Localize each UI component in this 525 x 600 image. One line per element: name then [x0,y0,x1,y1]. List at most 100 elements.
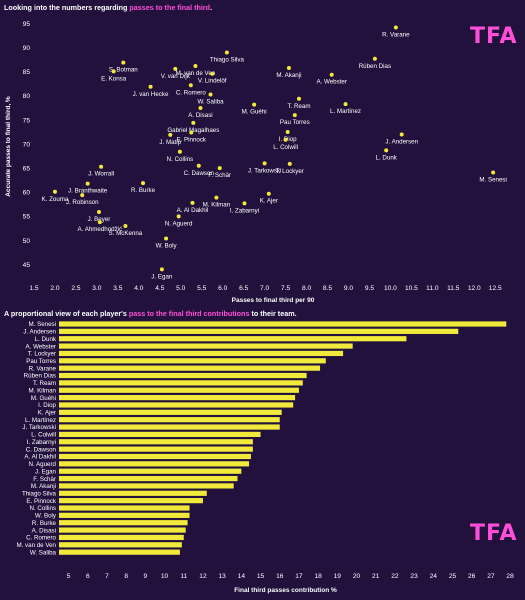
scatter-point [283,137,288,142]
bar-category-label: L. Martínez [25,417,56,424]
scatter-point [266,191,271,196]
bar [59,468,242,474]
point-label: A. Disasi [188,112,212,119]
x-tick-label: 8 [124,573,128,580]
bar-title-prefix: A proportional view of each player's [4,309,129,318]
scatter-point [193,64,198,69]
scatter-point [177,149,182,154]
bar [59,446,253,452]
point-label: Thiago Silva [210,57,245,64]
x-tick-label: 10.0 [384,285,397,292]
bar-title-suffix: to their team. [249,309,297,318]
bar-category-label: W. Saliba [30,549,57,556]
scatter-point [343,102,348,107]
bar [59,372,307,379]
y-tick-label: 65 [23,165,31,172]
scatter-point [164,236,169,241]
x-tick-label: 17 [295,573,303,580]
scatter-point [210,71,215,76]
x-tick-label: 5 [67,573,71,580]
bar [59,549,180,555]
scatter-point [141,181,146,186]
bar-category-label: C. Romero [26,535,56,542]
scatter-point [121,60,126,65]
bar [59,409,282,415]
bar-category-label: Rúben Dias [24,373,56,380]
x-tick-label: 15 [257,573,265,580]
point-label: E. Konsa [101,75,127,82]
bar-category-label: J. Andersen [23,329,56,336]
y-tick-label: 50 [23,238,31,245]
scatter-point [189,130,194,135]
bar [59,475,238,482]
point-label: Rúben Dias [359,63,391,70]
bar-category-label: J. Tarkowski [22,424,56,431]
point-label: A. Webster [316,79,347,86]
tfa-logo-top: TFA [470,24,518,49]
point-label: F. Schär [208,172,231,179]
bar [59,358,326,364]
bar [59,490,207,496]
x-tick-label: 9 [144,573,148,580]
bar-category-label: E. Pinnock [26,498,56,505]
point-label: S. McKenna [109,230,143,237]
bar [59,512,190,518]
bar [59,534,184,541]
point-label: M. Kilman [203,202,231,209]
bar [59,336,407,342]
point-label: C. Dawson [184,170,215,177]
y-tick-label: 60 [23,190,31,197]
point-label: A. Al Dakhil [177,207,209,214]
x-tick-label: 8.5 [323,285,332,292]
x-tick-label: 7.0 [260,285,269,292]
x-tick-label: 3.0 [92,285,101,292]
scatter-point [52,189,57,194]
bar-category-label: R. Burke [32,520,57,527]
scatter-point [188,83,193,88]
scatter-point [159,267,164,272]
x-tick-label: 2.5 [71,285,80,292]
bar [59,520,188,526]
point-label: J. van Hecke [133,91,169,98]
x-tick-label: 20 [353,573,361,580]
bar [59,343,353,349]
scatter-point [96,210,101,215]
x-tick-label: 11.0 [426,285,439,292]
scatter-point [285,130,290,135]
x-tick-label: 18 [314,573,322,580]
scatter-point [296,96,301,101]
x-tick-label: 14 [238,573,246,580]
bar [59,417,280,423]
x-tick-label: 24 [430,573,438,580]
bar [59,542,182,548]
scatter-point [262,161,267,166]
bar-category-label: M. Akanji [31,483,56,490]
x-tick-label: 26 [468,573,476,580]
x-tick-label: 9.0 [344,285,353,292]
y-tick-label: 80 [23,93,31,100]
point-label: J. Beyer [88,216,111,223]
bar [59,505,190,511]
scatter-point [176,214,181,219]
scatter-point [148,84,153,89]
point-label: N. Collins [167,156,193,163]
x-tick-label: 4.5 [155,285,164,292]
bar [59,380,303,386]
point-label: J. Andersen [385,138,418,145]
scatter-point [242,201,247,206]
bar [59,350,344,357]
scatter-point [292,113,297,118]
x-tick-label: 10.5 [405,285,418,292]
x-tick-label: 25 [449,573,457,580]
bar [59,461,250,467]
scatter-point [214,195,219,200]
bar-category-label: J. Egan [35,468,57,475]
point-label: C. Romero [176,89,206,96]
bar-category-label: L. Colwill [31,432,56,439]
y-tick-label: 85 [23,69,31,76]
bar-title: A proportional view of each player's pas… [4,309,297,318]
bar [59,527,186,533]
x-tick-label: 23 [410,573,418,580]
scatter-point [198,105,203,110]
bar-category-label: K. Ajer [38,410,56,417]
